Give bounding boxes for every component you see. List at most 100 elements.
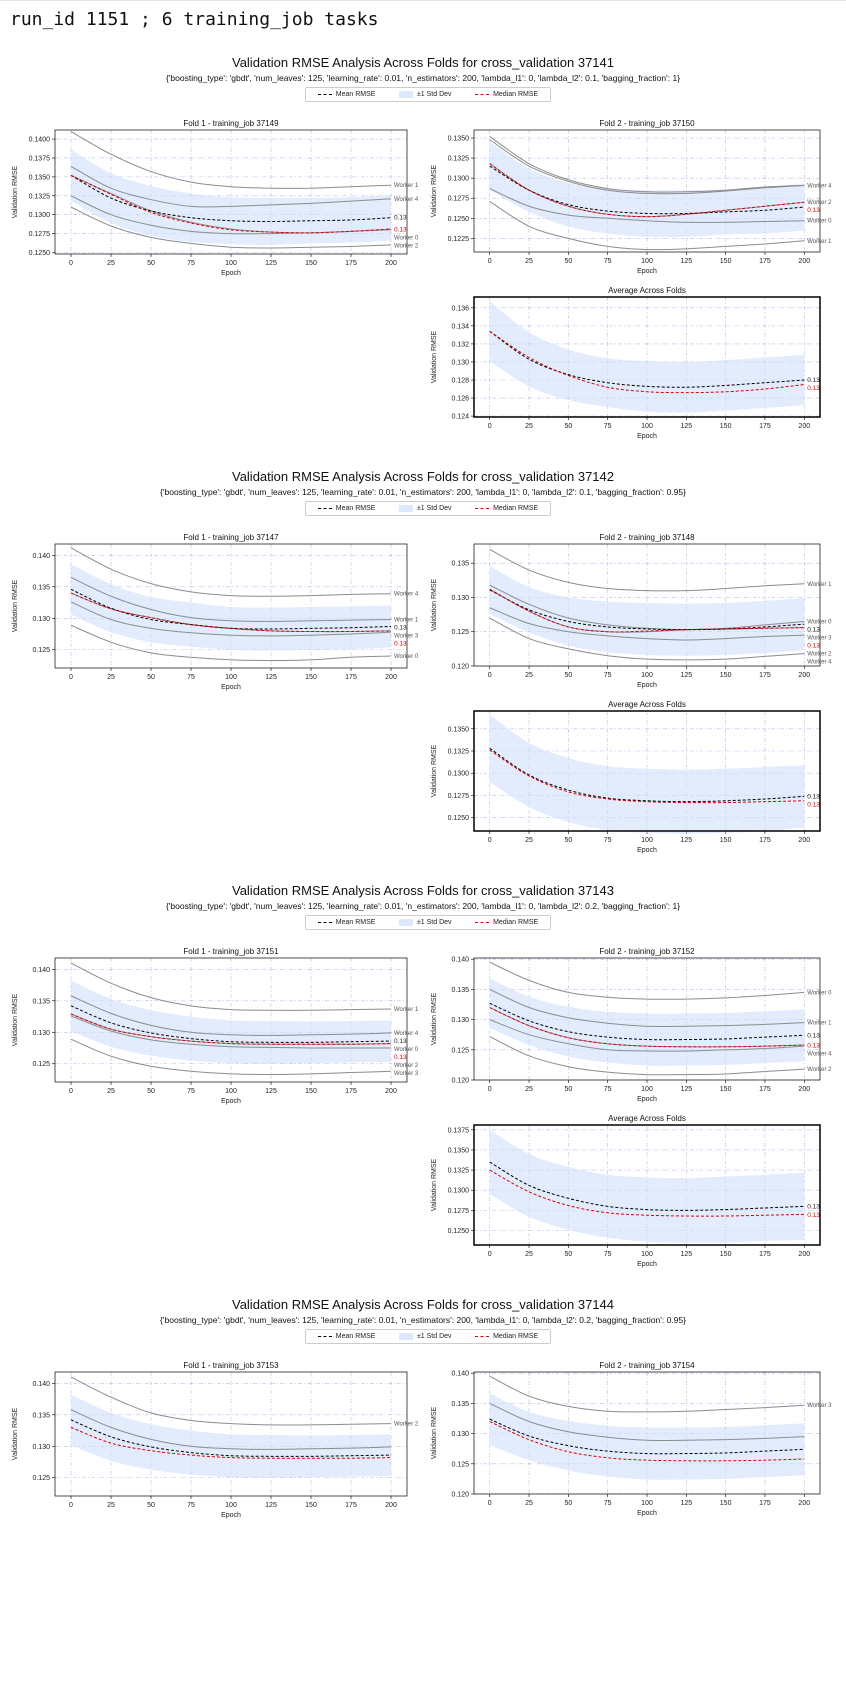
std-band <box>489 714 805 834</box>
panel-title: Fold 2 - training_job 37154 <box>599 1361 695 1370</box>
x-tick-label: 200 <box>798 837 810 844</box>
x-tick-label: 75 <box>604 1086 612 1093</box>
y-tick-label: 0.1225 <box>448 236 470 243</box>
panel-title: Fold 1 - training_job 37147 <box>183 533 279 542</box>
x-tick-label: 25 <box>525 1251 533 1258</box>
worker-line <box>489 201 805 251</box>
y-tick-label: 0.1375 <box>448 1127 470 1134</box>
x-axis-label: Epoch <box>637 1096 657 1103</box>
worker-line <box>70 624 392 661</box>
x-tick-label: 0 <box>69 260 73 267</box>
x-tick-label: 150 <box>305 674 317 681</box>
worker-line <box>70 547 392 597</box>
legend-mean-label: Mean RMSE <box>335 505 376 512</box>
x-tick-label: 50 <box>147 674 155 681</box>
y-tick-label: 0.128 <box>451 378 469 385</box>
worker-line <box>489 188 805 223</box>
x-axis-label: Epoch <box>637 847 657 854</box>
legend-band-label: ±1 Std Dev <box>416 91 452 98</box>
worker-line <box>489 1375 805 1413</box>
median-end-label: 0.13 <box>807 801 820 808</box>
x-tick-label: 150 <box>720 672 732 679</box>
y-axis-label: Validation RMSE <box>431 992 438 1045</box>
y-tick-label: 0.135 <box>32 998 50 1005</box>
legend-band: ±1 Std Dev <box>398 919 452 926</box>
mean-end-label: 0.13 <box>807 1203 820 1210</box>
legend: Mean RMSE ±1 Std Dev Median RMSE <box>305 1329 551 1344</box>
mean-swatch <box>317 922 332 923</box>
y-tick-label: 0.1250 <box>448 1228 470 1235</box>
median-swatch <box>475 1336 490 1337</box>
median-line <box>489 1007 805 1048</box>
worker-line <box>489 961 805 1000</box>
cv-section: Validation RMSE Analysis Across Folds fo… <box>0 1292 846 1706</box>
x-axis-label: Epoch <box>221 1098 241 1105</box>
x-tick-label: 75 <box>604 1500 612 1507</box>
legend: Mean RMSE ±1 Std Dev Median RMSE <box>305 915 551 930</box>
median-end-label: 0.13 <box>807 207 820 214</box>
median-swatch <box>475 922 490 923</box>
worker-line <box>489 139 805 195</box>
legend-band: ±1 Std Dev <box>398 91 452 98</box>
worker-label: Worker 4 <box>394 1031 419 1037</box>
legend-median-label: Median RMSE <box>493 1333 539 1340</box>
y-tick-label: 0.1300 <box>29 212 51 219</box>
legend-band-label: ±1 Std Dev <box>416 505 452 512</box>
section-charts: 0 25 50 75 100 125 150 175 2000.12500.12750.1300… <box>12 119 832 440</box>
band-swatch <box>398 505 413 512</box>
worker-line <box>70 995 392 1036</box>
median-end-label: 0.13 <box>807 642 820 649</box>
legend: Mean RMSE ±1 Std Dev Median RMSE <box>305 501 551 516</box>
panel-title: Fold 1 - training_job 37149 <box>183 119 279 128</box>
x-tick-label: 125 <box>265 1502 277 1509</box>
fold-panel-1: 0 25 50 75 100 125 150 175 200 0.125 0.130 0.135 0.1… <box>12 533 419 691</box>
y-tick-label: 0.140 <box>451 1371 469 1378</box>
worker-line <box>70 206 392 249</box>
axes-frame <box>54 129 408 255</box>
x-axis-label: Epoch <box>221 1512 241 1519</box>
axes-frame <box>473 129 821 253</box>
legend-median: Median RMSE <box>475 1333 538 1340</box>
x-tick-label: 0 <box>488 672 492 679</box>
axes-frame <box>54 957 408 1083</box>
x-tick-label: 175 <box>345 674 357 681</box>
x-tick-label: 0 <box>488 423 492 430</box>
x-tick-label: 75 <box>187 260 195 267</box>
std-band <box>71 149 391 245</box>
median-line <box>70 592 392 633</box>
y-tick-label: 0.1300 <box>448 1188 470 1195</box>
y-tick-label: 0.1325 <box>448 749 470 756</box>
fold-panel-1: 0 25 50 75 100 125 150 175 200 0.125 0.130 0.135 0.1… <box>12 947 419 1105</box>
y-tick-label: 0.135 <box>451 987 469 994</box>
y-tick-label: 0.140 <box>32 967 50 974</box>
x-axis-label: Epoch <box>221 270 241 277</box>
y-tick-label: 0.125 <box>32 1061 50 1068</box>
median-line <box>489 588 805 633</box>
x-tick-label: 175 <box>345 1088 357 1095</box>
x-tick-label: 150 <box>305 260 317 267</box>
section-charts: 0 25 50 75 100 125 150 175 200 0.125 0.130 0.135 0.1… <box>12 1361 832 1519</box>
x-tick-label: 50 <box>564 1086 572 1093</box>
legend-mean: Mean RMSE <box>317 1333 375 1340</box>
mean-line <box>489 165 805 215</box>
median-end-label: 0.13 <box>394 641 407 648</box>
x-tick-label: 125 <box>680 1251 692 1258</box>
y-tick-label: 0.120 <box>451 1492 469 1499</box>
worker-line <box>489 1019 805 1052</box>
mean-end-label: 0.13 <box>807 793 820 800</box>
x-tick-label: 75 <box>604 258 612 265</box>
x-tick-label: 0 <box>488 837 492 844</box>
x-tick-label: 125 <box>680 1086 692 1093</box>
x-tick-label: 200 <box>798 258 810 265</box>
x-tick-label: 100 <box>641 837 653 844</box>
x-tick-label: 200 <box>798 672 810 679</box>
y-tick-label: 0.135 <box>32 584 50 591</box>
std-band <box>489 565 805 656</box>
y-tick-label: 0.130 <box>32 1030 50 1037</box>
worker-line <box>489 607 805 641</box>
x-tick-label: 25 <box>107 260 115 267</box>
worker-label: Worker 0 <box>394 1047 419 1053</box>
axes-frame <box>473 710 821 832</box>
x-tick-label: 175 <box>759 837 771 844</box>
y-axis-label: Validation RMSE <box>431 330 438 383</box>
